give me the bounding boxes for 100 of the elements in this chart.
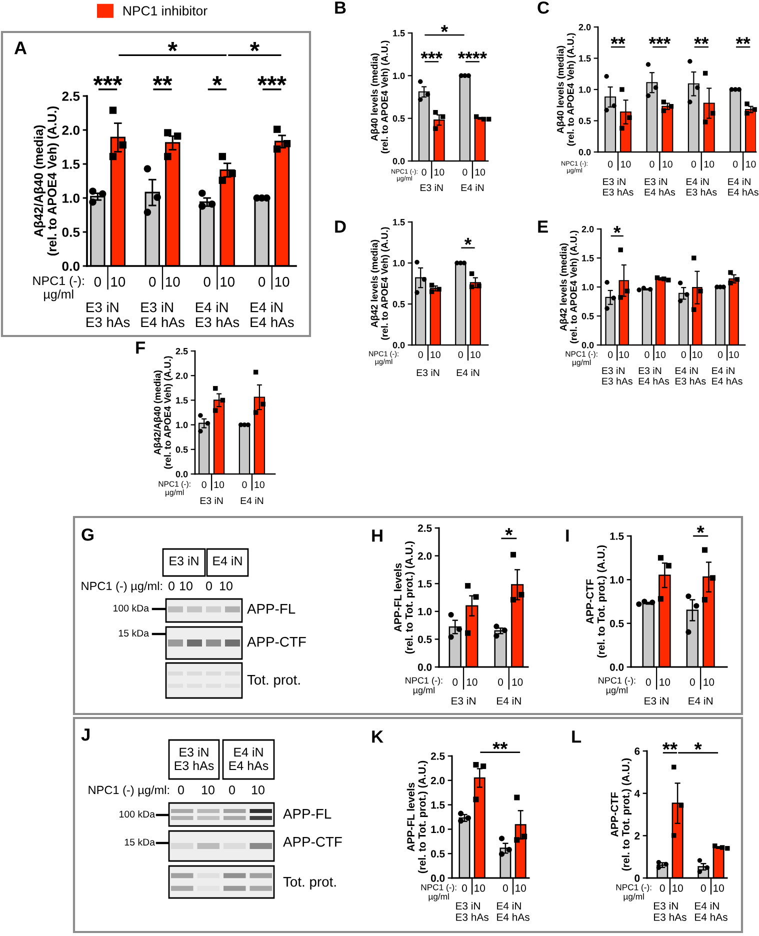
y-tick-label: 0.5 [582,312,594,320]
y-tick-label: 2.5 [418,524,432,532]
y-tick-label: 1.0 [431,826,445,834]
y-tick-label: 0.0 [610,664,624,671]
y-tick-label: 2.0 [430,776,445,784]
x-tick-label: 0 [452,678,458,686]
y-axis-title: Aβ42 levels (media) (rel. to APOE4 Veh) (A.U.) [560,230,579,344]
chart-title: H [372,530,382,542]
x-tick-label: 0 [94,276,101,287]
y-tick-label: 4 [634,790,640,798]
text: E4 iN E4 hAs [695,902,728,921]
x-tick-label: 10 [430,351,440,358]
x-tick-label: 10 [660,678,670,686]
text: E3 iN E4 hAs [644,178,676,196]
chart-title: I [566,530,569,542]
y-tick-label: 2.0 [176,372,188,379]
text: E3 iN [200,497,223,504]
y-tick-label: 2.5 [430,752,445,760]
text: 100 kDa [120,810,155,818]
text: ** [152,76,172,86]
y-tick-label: 6 [634,748,640,755]
text: *** [93,76,122,86]
text: 10 [202,786,214,794]
text: E4 iN [240,497,264,504]
x-tick-label: 0 [660,884,665,892]
x-tick-label: 0 [462,168,468,176]
text: E4 iN [213,556,242,566]
y-tick-label: 2.0 [578,24,591,30]
y-tick-label: 2.5 [62,92,80,101]
text: E4 iN [688,697,712,705]
text: E3 iN E3 hAs [174,747,214,770]
x-tick-label: 10 [692,351,702,358]
text: G [82,528,94,541]
x-tick-label: 0 [149,276,156,287]
y-tick-label: 1.0 [393,260,405,266]
y-tick-label: 0.0 [62,262,80,271]
annotation: * [464,238,472,245]
y-tick-label: 1.5 [393,219,405,226]
text: E3 iN [644,697,668,705]
x-tick-label: 10 [704,160,714,168]
y-tick-label: 0.5 [392,115,405,122]
y-tick-label: 0.5 [418,636,432,644]
text: E3 iN [416,369,440,376]
text: E3 iN E3 hAs [602,367,632,385]
x-tick-label: 10 [166,276,180,287]
chart-title: L [572,730,582,743]
text: * [212,76,222,86]
text: Tot. prot. [247,675,300,688]
x-tick-label: 10 [470,351,480,358]
text: E3 iN E3 hAs [654,902,686,921]
y-tick-label: 1.5 [62,160,80,169]
y-tick-label: 2.0 [418,552,432,560]
annotation: ** [694,37,709,44]
x-tick-label: 0 [458,351,463,358]
y-axis-title: Aβ42/Aβ40 (media) (rel. to APOE4 Veh) (A.U.) [154,356,173,469]
text: E4 iN E3 hAs [686,178,717,196]
x-tick-label: 10 [474,884,486,892]
y-axis-title: Aβ40 levels (media) (rel. to APOE4 Veh) (A.U.) [370,40,390,154]
y-tick-label: 2.0 [582,226,594,232]
x-tick-label: 0 [650,160,654,168]
text: E4 iN E3 hAs [196,302,240,328]
y-tick-label: 1.0 [62,194,80,203]
text: *** [257,76,286,86]
y-axis-title: Aβ42/Aβ40 (media) (rel. to APOE4 Veh) (A.U.) [34,106,59,256]
text: NPC1 (-) µg/ml: [88,785,169,796]
x-axis-title: NPC1 (-): µg/ml [598,677,636,696]
x-tick-label: 0 [498,678,504,686]
annotation: * [505,528,513,536]
x-axis-title: NPC1 (-): µg/ml [421,884,456,902]
annotation: ** [610,37,626,44]
x-tick-label: 10 [275,276,290,287]
text: * [696,526,704,533]
text: E4 iN E4 hAs [728,178,758,196]
text: 0 [168,582,174,590]
text: E4 iN E4 hAs [712,367,742,385]
text: APP-FL [247,604,296,614]
x-tick-label: 10 [662,160,672,168]
chart-title: F [136,342,145,354]
annotation: **** [458,52,488,59]
text: 10 [180,582,192,590]
text: APP-CTF [247,636,306,647]
text: 0 [206,582,212,590]
x-tick-label: 10 [714,884,724,892]
x-tick-label: 10 [729,351,739,358]
y-tick-label: 0.0 [392,158,405,164]
x-tick-label: 10 [656,351,666,358]
y-tick-label: 0.0 [582,342,594,348]
y-tick-label: 0.0 [418,664,432,671]
y-axis-title: Aβ40 levels (media) (rel. to APOE4 Veh) (A.U.) [556,33,576,146]
y-tick-label: 0.5 [578,118,591,124]
y-tick-label: 1.5 [418,580,432,588]
chart-title: K [372,730,384,743]
text: E3 iN E4 hAs [141,302,184,328]
y-tick-label: 0.5 [176,446,188,453]
y-tick-label: 0.0 [176,470,188,478]
annotation: ** [736,37,750,44]
text: 15 kDa [118,629,149,637]
text: * [250,42,260,52]
x-tick-label: 0 [462,884,467,892]
y-tick-label: 1.5 [582,255,594,262]
